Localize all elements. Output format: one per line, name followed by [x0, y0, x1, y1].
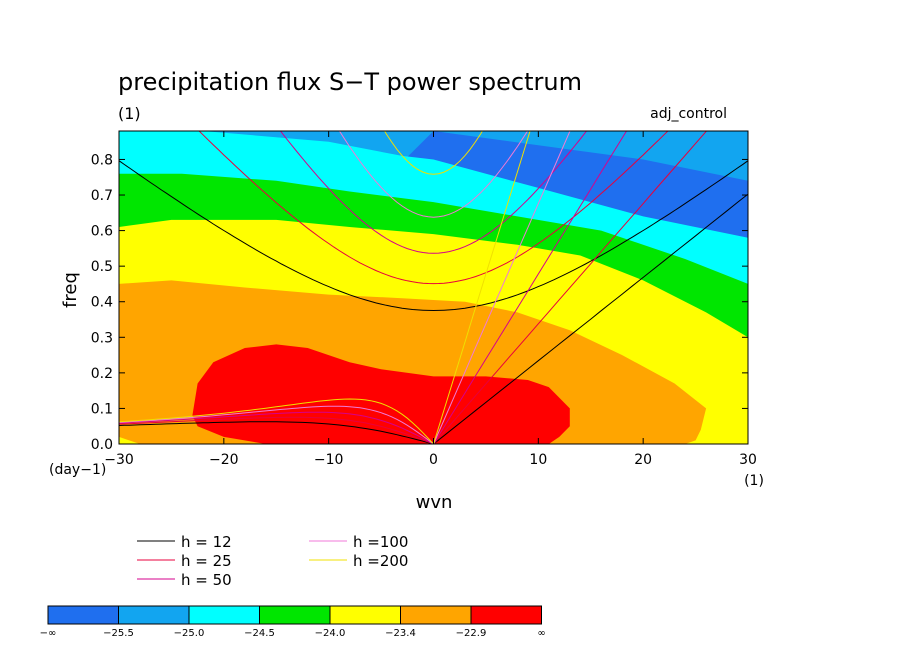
y-axis-title: freq	[60, 272, 81, 308]
y-tick-label: 0.0	[91, 437, 113, 453]
legend-label: h =200	[353, 552, 408, 570]
colorbar-label: −24.5	[244, 628, 275, 639]
y-tick-label: 0.5	[91, 259, 113, 275]
plot-area	[119, 131, 748, 444]
x-tick-label: 10	[529, 452, 547, 468]
experiment-label: adj_control	[650, 106, 727, 122]
units-label: (1)	[118, 104, 141, 123]
colorbar-label: −22.9	[456, 628, 487, 639]
y-tick-label: 0.4	[91, 295, 113, 311]
colorbar-label: −∞	[40, 628, 57, 639]
x-tick-label: 30	[739, 452, 757, 468]
colorbar-swatch	[470, 605, 542, 625]
gravity-curve-h200	[384, 131, 483, 175]
dispersion-curves	[119, 131, 748, 444]
x-axis: −30 −20 −10 0 10 20 30	[104, 131, 757, 468]
kelvin-curve-h100	[433, 131, 571, 444]
colorbar-swatch	[47, 605, 119, 625]
gravity-curve-h12	[119, 160, 748, 312]
rossby-curve-h100	[119, 405, 434, 444]
gravity-curve-h100	[338, 131, 529, 218]
legend-label: h = 50	[181, 571, 232, 589]
x-tick-label: 0	[429, 452, 438, 468]
rossby-curve-h25	[119, 416, 434, 444]
chart-title: precipitation flux S−T power spectrum	[118, 68, 582, 96]
x-tick-label: −20	[209, 452, 239, 468]
rossby-curve-h12	[119, 421, 434, 444]
y-tick-label: 0.6	[91, 224, 113, 240]
gravity-curve-h25	[198, 131, 669, 285]
y-tick-label: 0.3	[91, 330, 113, 346]
colorbar-label: −23.4	[385, 628, 416, 639]
colorbar-label: −25.0	[174, 628, 205, 639]
x-tick-label: −30	[104, 452, 134, 468]
y-tick-label: 0.8	[91, 152, 113, 168]
colorbar-swatch	[188, 605, 260, 625]
contour-band-7	[192, 344, 570, 444]
y-tick-label: 0.7	[91, 188, 113, 204]
colorbar-swatch	[118, 605, 190, 625]
y-axis: 0.0 0.1 0.2 0.3 0.4 0.5 0.6 0.7 0.8	[91, 152, 748, 453]
colorbar-label: −24.0	[315, 628, 346, 639]
kelvin-curve-h50	[433, 131, 628, 444]
contour-fills	[119, 131, 748, 444]
kelvin-curve-h200	[433, 131, 531, 444]
rossby-curve-h200	[119, 398, 434, 444]
colorbar-swatch	[259, 605, 331, 625]
y-tick-label: 0.1	[91, 401, 113, 417]
x-tick-label: 20	[634, 452, 652, 468]
legend-label: h = 25	[181, 552, 232, 570]
y-tick-label: 0.2	[91, 366, 113, 382]
legend-label: h =100	[353, 533, 408, 551]
x-axis-title: wvn	[416, 492, 453, 513]
legend-label: h = 12	[181, 533, 232, 551]
kelvin-curve-h25	[433, 131, 708, 444]
colorbar-swatch	[329, 605, 401, 625]
kelvin-curve-h12	[433, 193, 748, 444]
gravity-curve-h50	[279, 131, 588, 254]
x-tick-label: −10	[314, 452, 344, 468]
colorbar: −∞ −25.5 −25.0 −24.5 −24.0 −23.4 −22.9 ∞	[40, 605, 546, 639]
rossby-curve-h50	[119, 411, 434, 444]
colorbar-label: ∞	[537, 628, 545, 639]
x-unit-label: (1)	[744, 473, 764, 489]
colorbar-swatch	[400, 605, 472, 625]
y-unit-label: (day−1)	[49, 462, 106, 478]
colorbar-label: −25.5	[103, 628, 134, 639]
